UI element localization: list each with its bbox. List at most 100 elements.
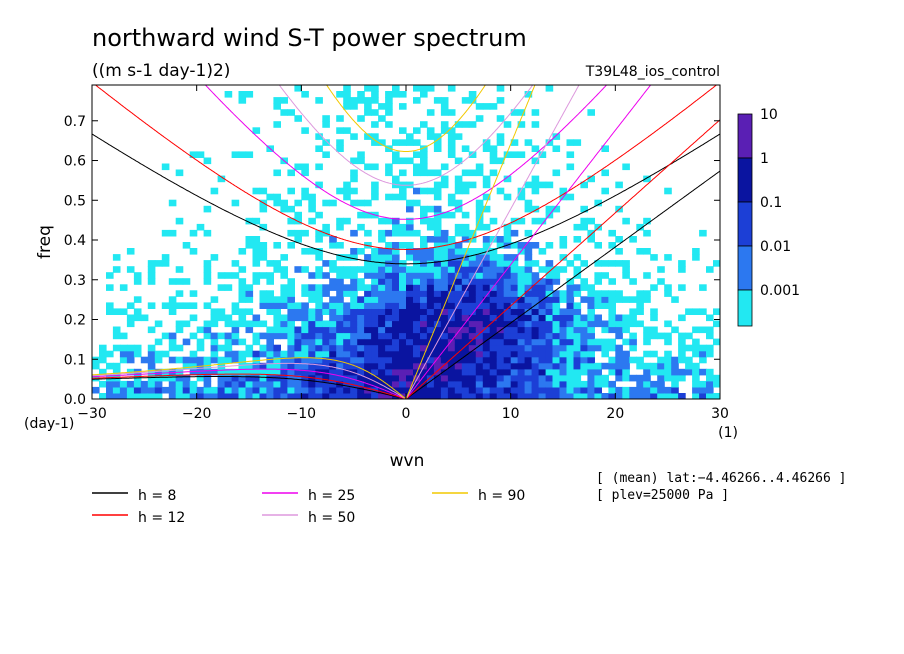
heat-cell bbox=[454, 350, 463, 358]
heat-cell bbox=[112, 308, 121, 315]
heat-cell bbox=[350, 169, 358, 177]
heat-cell bbox=[413, 169, 421, 177]
heat-cell bbox=[440, 296, 449, 303]
heat-cell bbox=[210, 254, 219, 261]
heat-cell bbox=[678, 344, 686, 352]
y-axis: 0.00.10.20.30.40.50.60.7 bbox=[64, 114, 720, 408]
heat-cell bbox=[364, 229, 372, 237]
heat-cell bbox=[447, 248, 456, 255]
heat-cell bbox=[454, 344, 463, 352]
colorbar-label: 0.1 bbox=[760, 195, 782, 211]
heat-cell bbox=[399, 103, 407, 110]
heat-cell bbox=[692, 248, 700, 255]
heat-cell bbox=[475, 344, 484, 352]
heat-cell bbox=[189, 332, 198, 340]
heat-cell bbox=[168, 338, 177, 346]
heat-cell bbox=[489, 338, 498, 346]
heat-cell bbox=[552, 290, 561, 297]
heat-cell bbox=[161, 374, 170, 382]
heat-cell bbox=[350, 320, 358, 328]
heat-cell bbox=[461, 326, 470, 334]
heat-cell bbox=[713, 308, 720, 315]
heat-cell bbox=[538, 332, 547, 340]
heat-cell bbox=[552, 266, 561, 273]
heat-cell bbox=[566, 386, 575, 394]
heat-cell bbox=[608, 229, 616, 237]
heat-cell bbox=[468, 386, 477, 394]
heat-cell bbox=[371, 109, 379, 116]
heat-cell bbox=[587, 332, 595, 340]
heat-cell bbox=[566, 344, 575, 352]
heat-cell bbox=[413, 296, 421, 303]
heat-cell bbox=[608, 338, 616, 346]
heat-cell bbox=[426, 254, 435, 261]
heat-cell bbox=[308, 314, 316, 322]
heat-cell bbox=[615, 236, 623, 243]
heat-cell bbox=[413, 374, 421, 382]
heat-cell bbox=[336, 254, 344, 261]
heat-cell bbox=[524, 314, 533, 322]
heat-cell bbox=[259, 223, 268, 231]
heat-cell bbox=[559, 338, 568, 346]
heat-cell bbox=[350, 380, 358, 388]
heat-cell bbox=[426, 302, 435, 309]
heat-cell bbox=[692, 374, 700, 382]
heat-cell bbox=[454, 393, 463, 399]
heat-cell bbox=[510, 332, 519, 340]
heat-cell bbox=[468, 296, 477, 303]
heat-cell bbox=[210, 368, 219, 376]
heat-cell bbox=[350, 362, 358, 370]
heat-cell bbox=[231, 308, 240, 315]
heat-cell bbox=[531, 362, 540, 370]
heat-cell bbox=[238, 151, 247, 158]
heat-cell bbox=[503, 362, 512, 370]
heat-cell bbox=[657, 374, 665, 382]
heat-cell bbox=[259, 254, 268, 261]
heat-cell bbox=[399, 344, 407, 352]
heat-cell bbox=[203, 380, 212, 388]
heat-cell bbox=[510, 254, 519, 261]
heat-cell bbox=[420, 236, 428, 243]
heat-cell bbox=[594, 338, 602, 346]
heat-cell bbox=[503, 368, 512, 376]
heat-cell bbox=[496, 296, 505, 303]
heat-cell bbox=[413, 290, 421, 297]
heat-cell bbox=[112, 362, 121, 370]
heat-cell bbox=[315, 308, 323, 315]
heat-cell bbox=[573, 338, 582, 346]
heat-cell bbox=[168, 380, 177, 388]
heat-cell bbox=[420, 350, 428, 358]
heat-cell bbox=[322, 199, 330, 207]
heat-cell bbox=[706, 326, 714, 334]
heat-cell bbox=[489, 350, 498, 358]
heat-cell bbox=[217, 308, 226, 315]
heat-cell bbox=[489, 302, 498, 309]
heat-cell bbox=[552, 326, 561, 334]
heat-cell bbox=[175, 278, 184, 285]
heat-cell bbox=[454, 314, 463, 322]
heat-cell bbox=[699, 326, 707, 334]
heat-cell bbox=[475, 254, 484, 261]
heat-cell bbox=[517, 278, 526, 285]
heat-cell bbox=[336, 350, 344, 358]
heat-cell bbox=[161, 332, 170, 340]
heat-cell bbox=[454, 284, 463, 291]
heat-cell bbox=[566, 393, 575, 399]
heat-cell bbox=[573, 350, 582, 358]
heat-cell bbox=[461, 236, 470, 243]
heat-cell bbox=[217, 314, 226, 322]
heat-cell bbox=[322, 350, 330, 358]
heat-cell bbox=[454, 332, 463, 340]
heat-cell bbox=[308, 344, 316, 352]
heat-cell bbox=[608, 242, 616, 249]
heat-cell bbox=[552, 386, 561, 394]
heat-cell bbox=[643, 374, 651, 382]
heat-cell bbox=[482, 393, 491, 399]
heat-cell bbox=[461, 314, 470, 322]
heat-cell bbox=[168, 393, 177, 399]
heat-cell bbox=[538, 248, 547, 255]
heat-cell bbox=[378, 296, 386, 303]
heat-cell bbox=[503, 356, 512, 364]
heat-cell bbox=[287, 332, 295, 340]
heat-cell bbox=[447, 332, 456, 340]
